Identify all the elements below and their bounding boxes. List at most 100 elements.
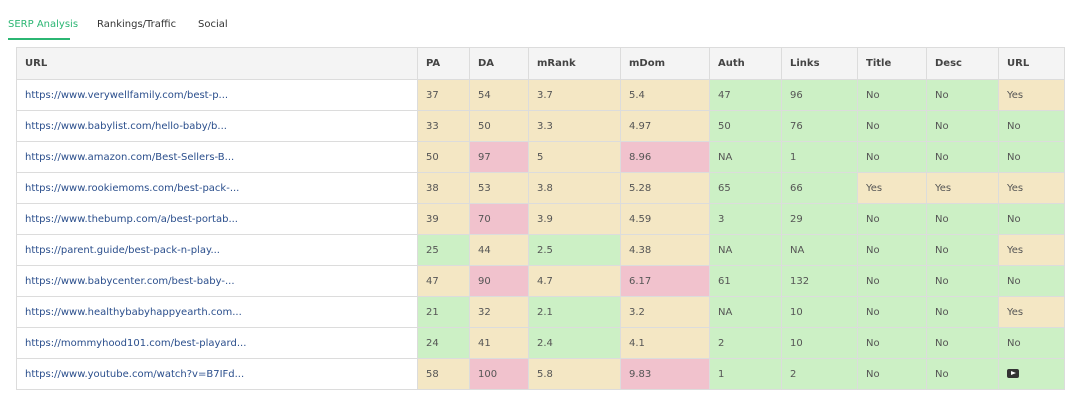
- links-cell: 1: [781, 141, 858, 173]
- auth-cell: NA: [709, 296, 782, 328]
- col-header-url-keyword[interactable]: URL: [998, 47, 1065, 80]
- links-cell: 10: [781, 296, 858, 328]
- urlcol-cell: Yes: [998, 296, 1065, 328]
- pa-cell: 33: [417, 110, 470, 142]
- url-cell: https://mommyhood101.com/best-playard...: [16, 327, 418, 359]
- desc-cell: No: [926, 110, 999, 142]
- auth-cell: NA: [709, 141, 782, 173]
- title-cell: No: [857, 110, 927, 142]
- tab-serp-analysis[interactable]: SERP Analysis: [8, 19, 79, 30]
- tab-rankings-traffic[interactable]: Rankings/Traffic: [97, 19, 177, 30]
- table-row: https://www.amazon.com/Best-Sellers-B...…: [16, 141, 1065, 173]
- links-cell: 76: [781, 110, 858, 142]
- links-cell: 132: [781, 265, 858, 297]
- active-tab-indicator: [8, 38, 70, 40]
- urlcol-cell: No: [998, 265, 1065, 297]
- links-cell: 66: [781, 172, 858, 204]
- col-header-mrank[interactable]: mRank: [528, 47, 621, 80]
- urlcol-cell: Yes: [998, 234, 1065, 266]
- desc-cell: No: [926, 327, 999, 359]
- da-cell: 97: [469, 141, 529, 173]
- mrank-cell: 2.4: [528, 327, 621, 359]
- title-cell: No: [857, 79, 927, 111]
- desc-cell: No: [926, 234, 999, 266]
- links-cell: NA: [781, 234, 858, 266]
- mdom-cell: 4.97: [620, 110, 710, 142]
- auth-cell: 50: [709, 110, 782, 142]
- col-header-da[interactable]: DA: [469, 47, 529, 80]
- pa-cell: 38: [417, 172, 470, 204]
- pa-cell: 37: [417, 79, 470, 111]
- result-url-link[interactable]: https://www.youtube.com/watch?v=B7IFd...: [25, 368, 245, 380]
- desc-cell: No: [926, 79, 999, 111]
- table-row: https://parent.guide/best-pack-n-play...…: [16, 234, 1065, 266]
- urlcol-cell: No: [998, 203, 1065, 235]
- pa-cell: 58: [417, 358, 470, 390]
- mdom-cell: 9.83: [620, 358, 710, 390]
- result-url-link[interactable]: https://www.verywellfamily.com/best-p...: [25, 89, 229, 101]
- mdom-cell: 3.2: [620, 296, 710, 328]
- desc-cell: No: [926, 358, 999, 390]
- url-cell: https://www.healthybabyhappyearth.com...: [16, 296, 418, 328]
- da-cell: 53: [469, 172, 529, 204]
- pa-cell: 47: [417, 265, 470, 297]
- auth-cell: 1: [709, 358, 782, 390]
- title-cell: No: [857, 234, 927, 266]
- auth-cell: NA: [709, 234, 782, 266]
- mdom-cell: 4.38: [620, 234, 710, 266]
- result-url-link[interactable]: https://www.babycenter.com/best-baby-...: [25, 275, 235, 287]
- youtube-icon[interactable]: [1007, 369, 1019, 378]
- mrank-cell: 3.8: [528, 172, 621, 204]
- title-cell: No: [857, 358, 927, 390]
- col-header-title[interactable]: Title: [857, 47, 927, 80]
- col-header-links[interactable]: Links: [781, 47, 858, 80]
- url-cell: https://www.youtube.com/watch?v=B7IFd...: [16, 358, 418, 390]
- auth-cell: 3: [709, 203, 782, 235]
- table-row: https://www.healthybabyhappyearth.com...…: [16, 296, 1065, 328]
- urlcol-cell: No: [998, 327, 1065, 359]
- url-cell: https://www.verywellfamily.com/best-p...: [16, 79, 418, 111]
- url-cell: https://www.thebump.com/a/best-portab...: [16, 203, 418, 235]
- result-url-link[interactable]: https://www.babylist.com/hello-baby/b...: [25, 120, 227, 132]
- url-cell: https://www.rookiemoms.com/best-pack-...: [16, 172, 418, 204]
- da-cell: 50: [469, 110, 529, 142]
- pa-cell: 39: [417, 203, 470, 235]
- table-row: https://www.youtube.com/watch?v=B7IFd...…: [16, 358, 1065, 390]
- mdom-cell: 8.96: [620, 141, 710, 173]
- result-url-link[interactable]: https://www.rookiemoms.com/best-pack-...: [25, 182, 240, 194]
- result-url-link[interactable]: https://parent.guide/best-pack-n-play...: [25, 244, 220, 256]
- desc-cell: No: [926, 141, 999, 173]
- col-header-mdom[interactable]: mDom: [620, 47, 710, 80]
- serp-table: URL PA DA mRank mDom Auth Links Title De…: [16, 47, 1065, 390]
- auth-cell: 47: [709, 79, 782, 111]
- tab-bar: SERP Analysis Rankings/Traffic Social: [0, 0, 1075, 46]
- da-cell: 54: [469, 79, 529, 111]
- url-cell: https://www.amazon.com/Best-Sellers-B...: [16, 141, 418, 173]
- col-header-desc[interactable]: Desc: [926, 47, 999, 80]
- title-cell: No: [857, 265, 927, 297]
- col-header-auth[interactable]: Auth: [709, 47, 782, 80]
- table-row: https://www.verywellfamily.com/best-p...…: [16, 79, 1065, 111]
- title-cell: No: [857, 327, 927, 359]
- mdom-cell: 4.1: [620, 327, 710, 359]
- mrank-cell: 2.5: [528, 234, 621, 266]
- pa-cell: 50: [417, 141, 470, 173]
- mdom-cell: 5.4: [620, 79, 710, 111]
- mrank-cell: 3.3: [528, 110, 621, 142]
- result-url-link[interactable]: https://www.healthybabyhappyearth.com...: [25, 306, 242, 318]
- tab-social[interactable]: Social: [198, 19, 228, 30]
- result-url-link[interactable]: https://www.thebump.com/a/best-portab...: [25, 213, 238, 225]
- da-cell: 90: [469, 265, 529, 297]
- urlcol-cell: Yes: [998, 172, 1065, 204]
- links-cell: 29: [781, 203, 858, 235]
- result-url-link[interactable]: https://www.amazon.com/Best-Sellers-B...: [25, 151, 235, 163]
- urlcol-cell: [998, 358, 1065, 390]
- col-header-pa[interactable]: PA: [417, 47, 470, 80]
- title-cell: No: [857, 296, 927, 328]
- table-row: https://www.thebump.com/a/best-portab...…: [16, 203, 1065, 235]
- result-url-link[interactable]: https://mommyhood101.com/best-playard...: [25, 337, 247, 349]
- mdom-cell: 5.28: [620, 172, 710, 204]
- col-header-url[interactable]: URL: [16, 47, 418, 80]
- desc-cell: No: [926, 296, 999, 328]
- table-row: https://mommyhood101.com/best-playard...…: [16, 327, 1065, 359]
